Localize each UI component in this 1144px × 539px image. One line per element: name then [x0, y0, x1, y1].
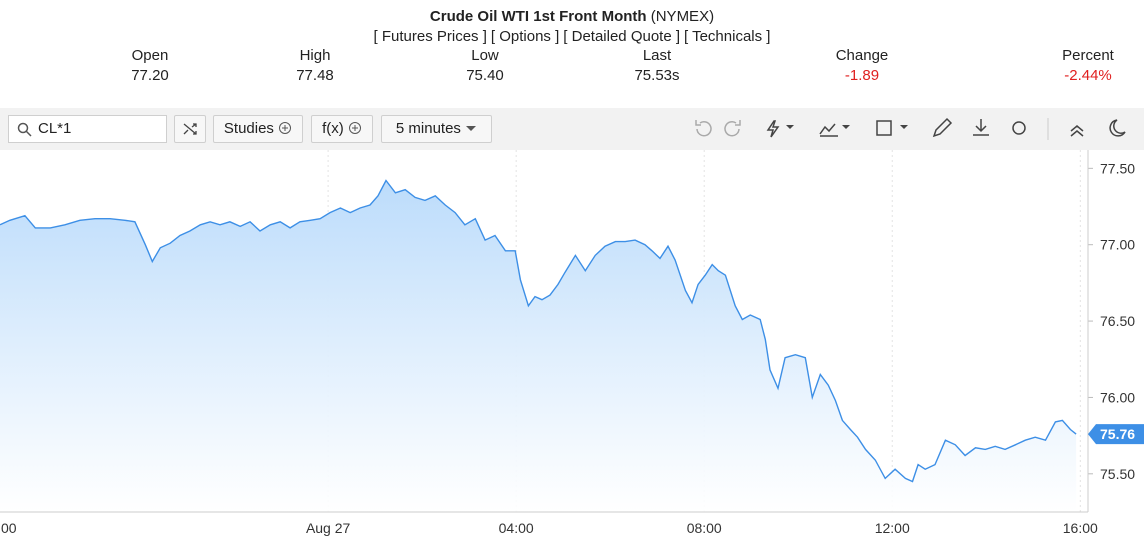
symbol: CL*1	[38, 120, 72, 137]
redo[interactable]	[724, 120, 741, 137]
title: Crude Oil WTI 1st Front Month	[429, 8, 647, 25]
x-tick-label: 12:00	[875, 520, 910, 536]
quote-stat: Last 75.53s	[592, 47, 722, 84]
layout[interactable]	[876, 120, 892, 136]
pencil[interactable]	[932, 117, 953, 138]
exchange: (NYMEX)	[650, 8, 715, 25]
x-tick-label: 00:00	[0, 520, 17, 536]
x-tick-label: 08:00	[687, 520, 722, 536]
undo[interactable]	[695, 120, 712, 137]
quote-stat: Change -1.89	[797, 47, 927, 84]
link[interactable]: [ Technicals ]	[684, 28, 771, 45]
label: f(x)	[322, 120, 344, 137]
x-tick-label: Aug 27	[306, 520, 351, 536]
stat-label: Last	[642, 47, 672, 64]
icon	[466, 126, 477, 131]
y-tick-label: 76.50	[1100, 313, 1135, 329]
label: 5 minutes	[395, 120, 461, 137]
links: [ Futures Prices ][ Options ][ Detailed …	[0, 28, 1144, 45]
y-tick-label: 75.50	[1100, 466, 1135, 482]
icon	[279, 122, 292, 134]
icon	[183, 123, 197, 135]
stat-value: 75.40	[466, 67, 504, 84]
stat-value: 75.53s	[634, 67, 680, 84]
price-line	[0, 179, 1077, 483]
interval-select[interactable]: 5 minutes	[381, 115, 492, 143]
functions-button[interactable]: f(x)	[311, 115, 373, 143]
stat-label: High	[299, 47, 331, 64]
stat-label: Percent	[1062, 47, 1114, 64]
search-icon	[17, 122, 32, 137]
y-tick-label: 77.50	[1100, 160, 1135, 176]
settings[interactable]	[1012, 121, 1026, 135]
quote-stat: High 77.48	[250, 47, 380, 84]
stat-label: Low	[471, 47, 499, 64]
symbol-search[interactable]: CL*1	[8, 115, 167, 143]
area	[0, 180, 1077, 512]
stat-label: Change	[835, 47, 889, 64]
toolbar: CL*1 Studies f(x) 5 minutes	[0, 108, 1144, 150]
stat-value: -1.89	[844, 67, 880, 84]
stat-value: 77.48	[296, 67, 334, 84]
drawing[interactable]	[766, 120, 780, 138]
x-tick-label: 16:00	[1063, 520, 1098, 536]
chart-type[interactable]	[819, 123, 838, 137]
studies-button[interactable]: Studies	[213, 115, 303, 143]
link[interactable]: [ Detailed Quote ]	[563, 28, 681, 45]
compare-button[interactable]	[174, 115, 206, 143]
stat-value: 77.20	[131, 67, 169, 84]
stat-value: -2.44%	[1064, 67, 1112, 84]
title-line: Crude Oil WTI 1st Front Month (NYMEX)	[0, 8, 1144, 25]
y-tick-label: 77.00	[1100, 237, 1135, 253]
collapse[interactable]	[1070, 125, 1084, 137]
x-tick-label: 04:00	[499, 520, 534, 536]
link[interactable]: [ Options ]	[490, 28, 560, 45]
download[interactable]	[973, 119, 989, 136]
label: Studies	[223, 120, 274, 137]
dropdown-arrows	[786, 125, 908, 129]
y-tick-label: 76.00	[1100, 389, 1135, 405]
last-price-label: 75.76	[1100, 426, 1135, 442]
last-price-tag	[1088, 424, 1144, 445]
stat-label: Open	[131, 47, 169, 64]
theme[interactable]	[1109, 119, 1126, 137]
link[interactable]: [ Futures Prices ]	[373, 28, 487, 45]
chart: 00:00 Aug 27 04:00 08:00 12:00 16:00 75.50 76.0…	[0, 150, 1144, 536]
quote-stat: Low 75.40	[420, 47, 550, 84]
quote-stat: Percent -2.44%	[1023, 47, 1144, 84]
quote-stat: Open 77.20	[85, 47, 215, 84]
icon	[348, 122, 361, 134]
toolbar-icons	[695, 117, 1126, 140]
